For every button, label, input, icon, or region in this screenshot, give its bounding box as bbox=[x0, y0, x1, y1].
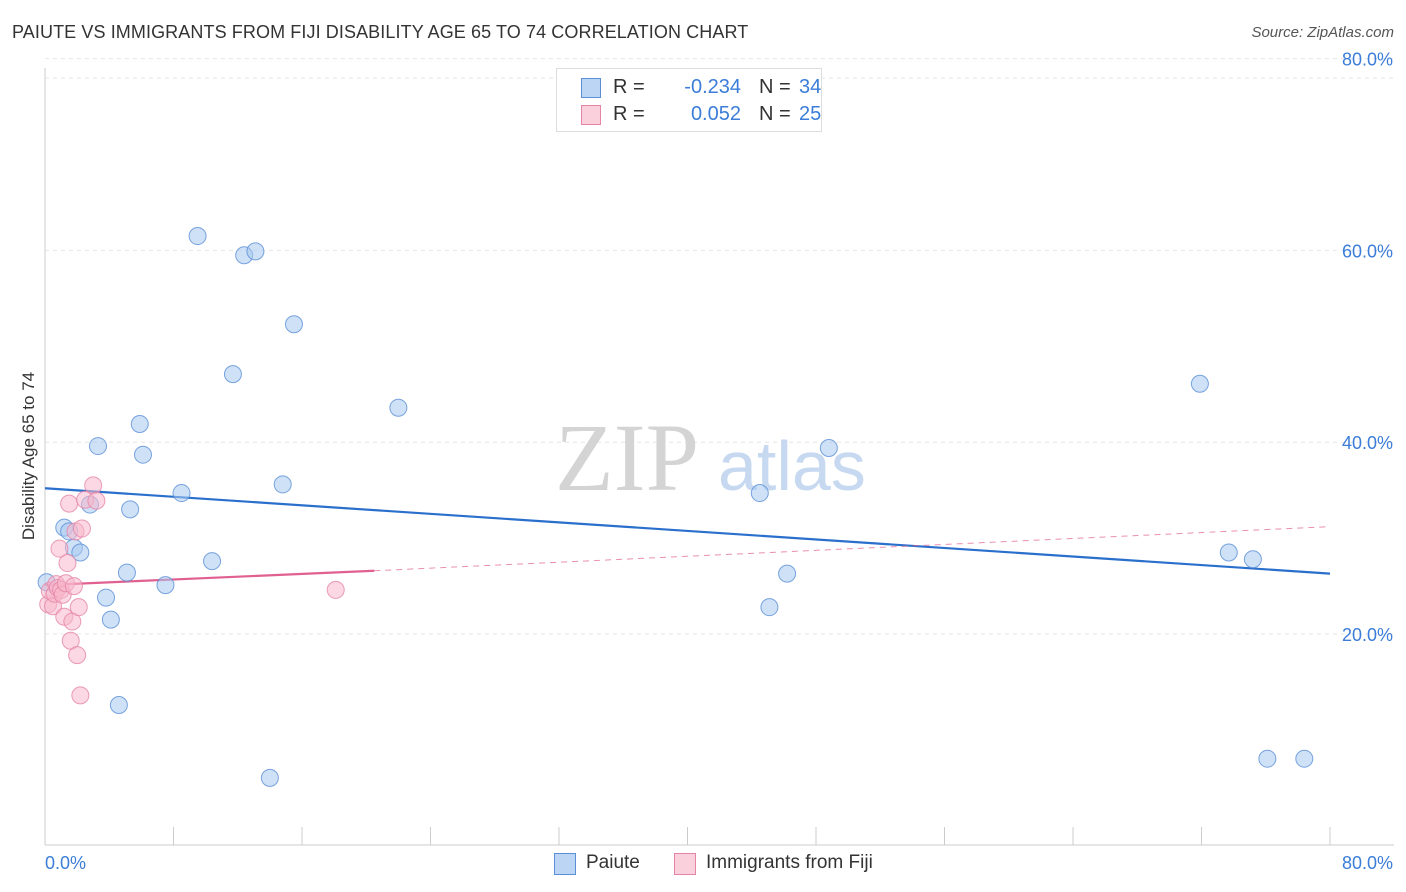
paiute-point bbox=[1258, 749, 1277, 768]
paiute-n-value: 34 bbox=[799, 76, 822, 98]
paiute-r-label: R = bbox=[613, 76, 645, 98]
paiute-point bbox=[156, 576, 175, 595]
paiute-point bbox=[260, 768, 279, 787]
paiute-point bbox=[130, 415, 149, 434]
paiute-point bbox=[188, 227, 207, 246]
fiji-point bbox=[72, 519, 91, 538]
paiute-point bbox=[284, 315, 303, 334]
source-label: Source: ZipAtlas.com bbox=[1251, 24, 1394, 41]
watermark-zip: ZIP bbox=[555, 404, 699, 511]
paiute-point bbox=[101, 610, 120, 629]
y-tick-label: 60.0% bbox=[1342, 241, 1393, 261]
fiji-point bbox=[326, 580, 345, 599]
paiute-point bbox=[97, 588, 116, 607]
paiute-point bbox=[203, 552, 222, 571]
paiute-point bbox=[1295, 749, 1314, 768]
paiute-point bbox=[89, 437, 108, 456]
paiute-trend-line bbox=[44, 487, 1331, 575]
fiji-point bbox=[50, 539, 69, 558]
fiji-point bbox=[64, 577, 83, 596]
paiute-point bbox=[1219, 543, 1238, 562]
y-tick-label: 20.0% bbox=[1342, 625, 1393, 645]
paiute-point bbox=[172, 484, 191, 503]
paiute-point bbox=[273, 475, 292, 494]
fiji-point bbox=[69, 598, 88, 617]
bottom-paiute-label: Paiute bbox=[586, 852, 640, 873]
bottom-fiji-swatch bbox=[674, 853, 696, 875]
paiute-point bbox=[389, 398, 408, 417]
fiji-r-value: 0.052 bbox=[690, 103, 741, 125]
paiute-point bbox=[121, 500, 140, 519]
paiute-point bbox=[819, 438, 838, 457]
fiji-n-label: N = bbox=[759, 103, 791, 125]
fiji-point bbox=[71, 686, 90, 705]
fiji-point bbox=[60, 494, 79, 513]
paiute-point bbox=[133, 445, 152, 464]
paiute-point bbox=[778, 564, 797, 583]
fiji-point bbox=[58, 554, 77, 573]
paiute-n-label: N = bbox=[759, 76, 791, 98]
paiute-point bbox=[109, 695, 128, 714]
paiute-point bbox=[117, 563, 136, 582]
paiute-point bbox=[71, 543, 90, 562]
x-tick-label: 80.0% bbox=[1342, 853, 1393, 873]
paiute-point bbox=[750, 484, 769, 503]
fiji-point bbox=[68, 646, 87, 665]
paiute-point bbox=[1190, 374, 1209, 393]
y-axis-label: Disability Age 65 to 74 bbox=[19, 372, 38, 540]
watermark-atlas: atlas bbox=[718, 427, 866, 505]
x-tick-label: 0.0% bbox=[45, 853, 86, 873]
y-tick-label: 40.0% bbox=[1342, 433, 1393, 453]
fiji-point bbox=[87, 491, 106, 510]
bottom-fiji-label: Immigrants from Fiji bbox=[706, 852, 873, 873]
bottom-paiute-swatch bbox=[554, 853, 576, 875]
fiji-trend-extension bbox=[374, 526, 1331, 572]
chart-title: PAIUTE VS IMMIGRANTS FROM FIJI DISABILIT… bbox=[12, 22, 749, 42]
paiute-point bbox=[1243, 550, 1262, 569]
fiji-trend-line bbox=[44, 569, 375, 587]
fiji-r-label: R = bbox=[613, 103, 645, 125]
paiute-swatch bbox=[581, 78, 601, 98]
fiji-n-value: 25 bbox=[799, 103, 822, 125]
paiute-r-value: -0.234 bbox=[684, 76, 741, 98]
paiute-point bbox=[223, 365, 242, 384]
paiute-point bbox=[760, 598, 779, 617]
fiji-point bbox=[84, 476, 103, 495]
fiji-swatch bbox=[581, 105, 601, 125]
paiute-point bbox=[246, 242, 265, 261]
y-tick-label: 80.0% bbox=[1342, 50, 1393, 70]
correlation-legend: R = -0.234 N = 34 R = 0.052 N = 25 bbox=[556, 68, 822, 132]
